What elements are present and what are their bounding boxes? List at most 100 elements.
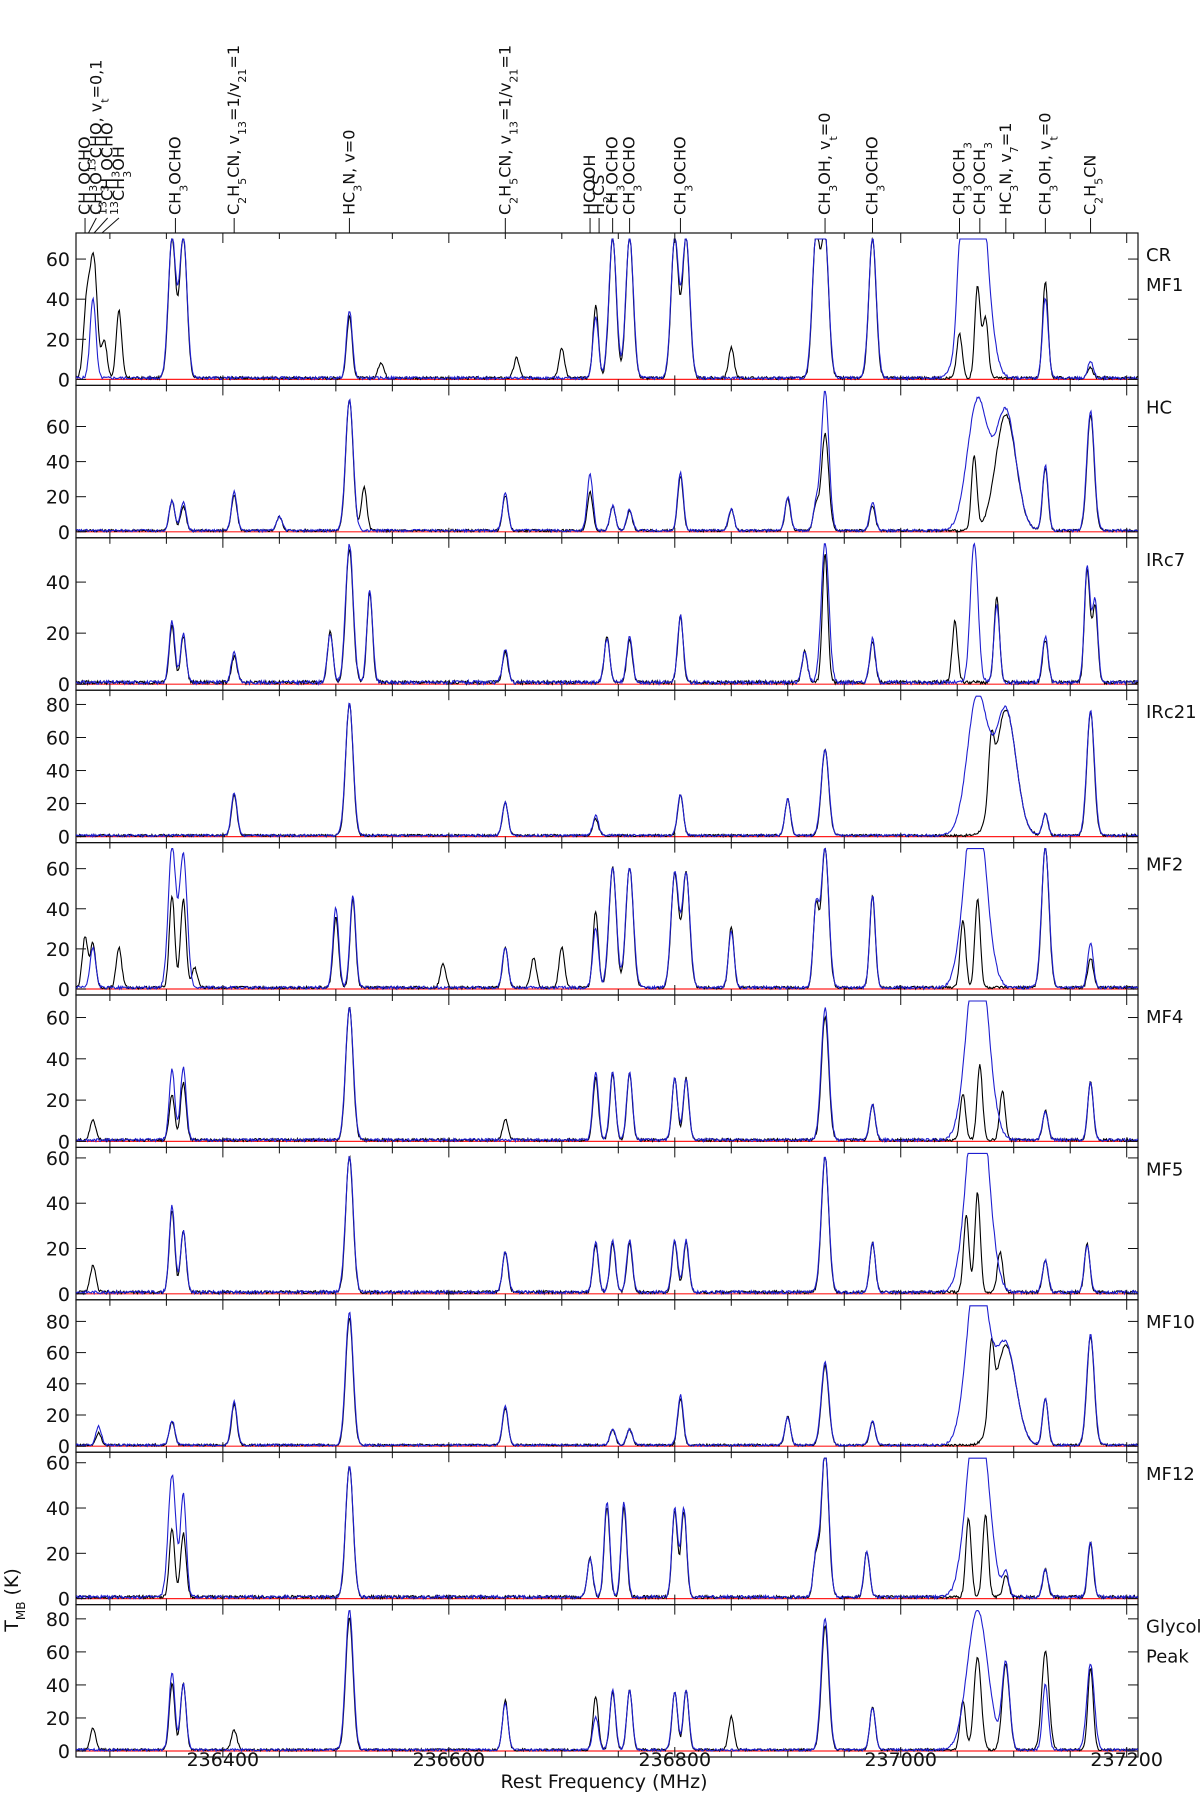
molecule-label: CH3OCHO [670, 136, 695, 215]
panel-label-secondary: Peak [1146, 1647, 1189, 1668]
y-tick-label: 60 [46, 1642, 70, 1664]
spectrum-panel: 0 20 40 60 80 IRc21 [46, 689, 1197, 849]
panel-label: MF2 [1146, 855, 1183, 876]
y-axis-label: TMB (K) [1, 1568, 28, 1633]
x-tick-label: 236800 [639, 1749, 712, 1771]
y-tick-label: 40 [46, 1498, 70, 1520]
line-label: CH3OCHO [165, 136, 190, 233]
y-tick-label: 20 [46, 939, 70, 961]
y-tick-label: 40 [46, 1193, 70, 1215]
y-tick-label: 40 [46, 289, 70, 311]
y-tick-label: 20 [46, 1090, 70, 1112]
panel-label: MF5 [1146, 1159, 1183, 1180]
model-spectrum [76, 390, 1138, 534]
molecule-label: CH3O13CHO, vt=0,1 [85, 60, 111, 215]
y-tick-label: 0 [58, 674, 70, 696]
panel-label-secondary: MF1 [1146, 275, 1183, 296]
y-tick-label: 40 [46, 1374, 70, 1396]
molecule-label: HC3N, v=0 [339, 130, 364, 215]
y-tick-label: 20 [46, 1239, 70, 1261]
molecule-label: CH3OH, vt=0 [815, 113, 840, 215]
model-spectrum [76, 695, 1138, 839]
molecule-label: 13CH3OH [107, 146, 133, 215]
line-label: CH3OCH3 [949, 142, 974, 233]
y-tick-label: 80 [46, 1609, 70, 1631]
line-label: H2CS [589, 175, 614, 233]
line-label: HC3N, v7=1 [996, 123, 1021, 233]
molecule-label: C2H5CN, v13=1/v21=1 [495, 45, 520, 215]
panel-frame [75, 1603, 1139, 1758]
y-tick-label: 0 [58, 1436, 70, 1458]
panel-label: IRc7 [1146, 550, 1185, 571]
y-tick-label: 0 [58, 1741, 70, 1763]
y-tick-label: 20 [46, 1405, 70, 1427]
y-tick-label: 60 [46, 1008, 70, 1030]
molecule-label: CH3OCHO [165, 136, 190, 215]
molecule-label: CH3OH, vt=0 [1035, 113, 1060, 215]
line-label: CH3OCH3 [970, 142, 995, 233]
spectrum-panel: 0 20 40 60 80 MF10 [46, 1299, 1195, 1458]
observed-spectrum [76, 1154, 1138, 1296]
y-tick-label: 40 [46, 452, 70, 474]
line-label: CH3OCHO [863, 136, 888, 233]
y-tick-label: 0 [58, 369, 70, 391]
panel-label: HC [1146, 397, 1172, 418]
observed-spectrum [76, 703, 1138, 838]
panel-label: CR [1146, 245, 1171, 266]
panel-label: Glycol [1146, 1617, 1200, 1638]
model-spectrum [76, 1152, 1138, 1296]
line-label: CH3OH, vt=0 [815, 113, 840, 233]
y-tick-label: 40 [46, 1675, 70, 1697]
molecule-label: H2CS [589, 175, 614, 215]
y-tick-label: 40 [46, 1049, 70, 1071]
y-tick-label: 40 [46, 899, 70, 921]
line-label: C2H5CN, v13=1/v21=1 [495, 45, 520, 233]
label-tick [101, 217, 120, 234]
model-spectrum [76, 847, 1138, 991]
molecule-label: HCOOH [580, 155, 599, 215]
x-tick-label: 237200 [1090, 1749, 1163, 1771]
spectrum-panel: 0 20 40 60 HC [46, 384, 1172, 544]
y-tick-label: 40 [46, 572, 70, 594]
y-tick-label: 0 [58, 1131, 70, 1153]
observed-spectrum [76, 1006, 1138, 1144]
model-spectrum [76, 542, 1138, 687]
y-tick-label: 20 [46, 794, 70, 816]
molecule-label: CH3OCHO [620, 136, 645, 215]
spectrum-panel: 0 20 40 60 MF5 [46, 1146, 1183, 1306]
line-label: CH3O13CHO, vt=0,1 [85, 60, 111, 234]
panel-label: MF4 [1146, 1007, 1183, 1028]
line-label: CH3OH, vt=0 [1035, 113, 1060, 233]
y-tick-label: 60 [46, 417, 70, 439]
y-tick-label: 60 [46, 1453, 70, 1475]
model-spectrum [76, 1609, 1138, 1753]
x-axis: 236400 236600 236800 237000 237200 [187, 1749, 1163, 1771]
panel-label: MF10 [1146, 1312, 1195, 1333]
molecule-label: HC3N, v7=1 [996, 123, 1021, 215]
line-label: CH3OCHO [620, 136, 645, 233]
panel-label: IRc21 [1146, 702, 1197, 723]
y-tick-label: 60 [46, 859, 70, 881]
y-tick-label: 20 [46, 623, 70, 645]
label-tick [93, 217, 109, 234]
molecule-label: CH3OCHO [863, 136, 888, 215]
y-tick-label: 20 [46, 1543, 70, 1565]
molecule-label: CH3OCH3 [949, 142, 974, 215]
model-spectrum [76, 238, 1138, 382]
molecule-label: CH3OCHO [603, 136, 628, 215]
spectrum-panel: 0 20 40 60 MF2 [46, 841, 1183, 1001]
model-spectrum [76, 1000, 1138, 1144]
y-tick-label: 40 [46, 761, 70, 783]
y-tick-label: 20 [46, 1708, 70, 1730]
panel-frame [75, 384, 1139, 539]
y-tick-label: 20 [46, 329, 70, 351]
molecule-label: CH3OCHO [75, 136, 100, 215]
y-tick-label: 80 [46, 694, 70, 716]
y-tick-label: 60 [46, 1148, 70, 1170]
y-tick-label: 0 [58, 1589, 70, 1611]
molecule-label: CH3OCH3 [970, 142, 995, 215]
spectrum-panel: 0 20 40 60 MF12 [46, 1451, 1195, 1611]
